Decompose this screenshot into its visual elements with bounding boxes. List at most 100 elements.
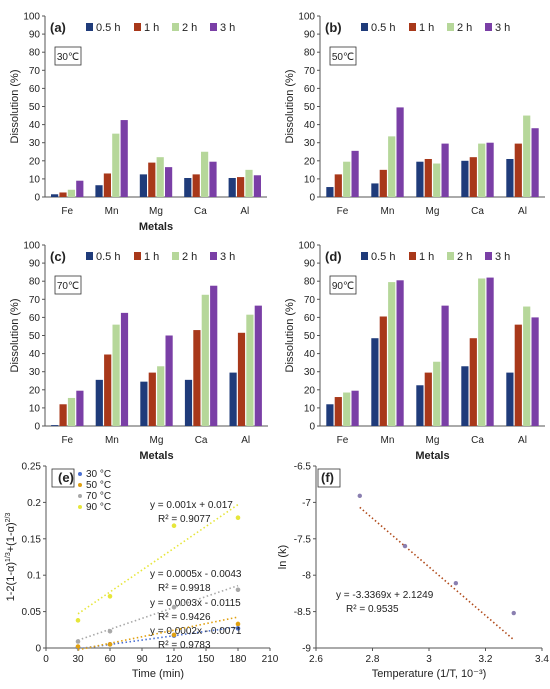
y-tick-label: 70 — [304, 295, 316, 306]
category-label: Fe — [337, 435, 349, 446]
legend-swatch — [447, 23, 454, 31]
category-label: Mn — [381, 435, 395, 446]
x-tick-label: 90 — [136, 654, 148, 665]
legend-marker — [78, 472, 82, 476]
y-tick-label: 50 — [304, 331, 316, 342]
y-tick-label: 10 — [304, 174, 316, 185]
bar — [156, 157, 164, 197]
bar — [67, 189, 75, 197]
category-label: Ca — [471, 206, 484, 217]
bar — [371, 338, 379, 426]
legend-label: 3 h — [495, 251, 510, 263]
panel-e: 0 0.05 0.1 0.15 0.2 0.25 0 30 60 90 120 150 180 210 Ti… — [5, 462, 279, 681]
category-label: Al — [518, 206, 527, 217]
r-squared: R² = 0.9918 — [158, 583, 211, 594]
bar — [120, 312, 129, 426]
y-tick-label: 10 — [29, 403, 41, 414]
x-tick-label: 0 — [43, 654, 49, 665]
x-tick-label: 210 — [262, 654, 279, 665]
y-tick-label: 40 — [304, 120, 316, 131]
temperature-label: 30℃ — [57, 52, 79, 63]
y-tick-label: 70 — [29, 66, 41, 77]
y-tick-label: 0.25 — [22, 462, 42, 473]
trendline-equation: y = -3.3369x + 2.1249 — [336, 590, 434, 601]
y-tick-label: 30 — [304, 367, 316, 378]
bar — [441, 143, 449, 197]
category-label: Ca — [195, 435, 208, 446]
bar — [531, 317, 539, 426]
bar — [424, 372, 432, 426]
bar — [51, 425, 59, 426]
panel-label-box — [317, 468, 341, 488]
bar — [254, 305, 262, 426]
bar — [95, 185, 103, 197]
legend-label: 2 h — [182, 251, 197, 263]
panel-label-box — [51, 468, 75, 488]
bar — [148, 162, 156, 197]
category-label: Mn — [105, 435, 119, 446]
bar — [112, 324, 120, 426]
legend-swatch — [485, 252, 492, 260]
category-label: Ca — [194, 206, 207, 217]
x-tick-label: 2.8 — [366, 654, 380, 665]
trendline — [77, 503, 239, 615]
y-tick-label: 80 — [304, 48, 316, 59]
bar — [228, 177, 236, 197]
bar — [343, 392, 351, 426]
x-tick-label: 3 — [426, 654, 432, 665]
bar — [478, 143, 486, 197]
bar — [51, 194, 59, 197]
legend-label: 1 h — [144, 251, 159, 263]
legend-label: 2 h — [457, 251, 472, 263]
bar — [486, 142, 494, 197]
x-tick-label: 60 — [104, 654, 116, 665]
x-tick-label: 2.6 — [309, 654, 323, 665]
bar — [396, 280, 404, 426]
category-label: Al — [240, 206, 249, 217]
bar — [514, 324, 522, 426]
y-tick-label: 100 — [23, 12, 40, 23]
legend-swatch — [361, 252, 368, 260]
y-tick-label: 20 — [29, 385, 41, 396]
data-point — [75, 618, 81, 623]
bar — [433, 163, 441, 197]
bar — [76, 390, 84, 426]
bar — [379, 169, 387, 197]
trendline-equation: y = 0.0002x - 0.0071 — [150, 626, 242, 637]
y-tick-label: 100 — [298, 12, 315, 23]
trendline-equation: y = 0.001x + 0.017 — [150, 500, 233, 511]
y-tick-label: 30 — [304, 138, 316, 149]
y-tick-label: 70 — [304, 66, 316, 77]
r-squared: R² = 0.9783 — [158, 640, 211, 651]
data-point — [357, 493, 362, 499]
legend-swatch — [485, 23, 492, 31]
x-axis-label: Metals — [139, 221, 173, 233]
y-tick-label: -6.5 — [294, 462, 312, 473]
y-label-superscript: 1/3 — [5, 552, 12, 562]
y-tick-label: 100 — [298, 241, 315, 252]
x-tick-label: 120 — [166, 654, 183, 665]
bar — [379, 316, 387, 426]
category-label: Al — [518, 435, 527, 446]
y-tick-label: -8 — [302, 571, 311, 582]
bar — [388, 282, 396, 426]
trendline-equation: y = 0.0003x - 0.0115 — [150, 598, 241, 609]
bar — [334, 174, 342, 197]
legend-swatch — [172, 23, 179, 31]
panel-f: -9 -8.5 -8 -7.5 -7 -6.5 2.6 2.8 3 3.2 3.4 Temperatu… — [277, 462, 549, 681]
bar — [209, 161, 217, 197]
panel-label: (e) — [58, 470, 74, 485]
category-label: Mn — [381, 206, 395, 217]
x-axis-label: Metals — [139, 450, 173, 462]
y-tick-label: -7 — [302, 498, 311, 509]
y-axis-label: Dissolution (%) — [284, 299, 296, 373]
bar — [531, 128, 539, 197]
y-tick-label: 50 — [304, 102, 316, 113]
y-tick-label: 0.2 — [27, 498, 41, 509]
y-tick-label: 0 — [309, 422, 315, 433]
legend-swatch — [86, 23, 93, 31]
bar — [461, 160, 469, 197]
panel-d: 0 10 20 30 40 50 60 70 80 90 100 Fe Mn Mg Ca Al Metals Di… — [284, 241, 545, 462]
category-label: Ca — [471, 435, 484, 446]
bar — [201, 294, 209, 426]
